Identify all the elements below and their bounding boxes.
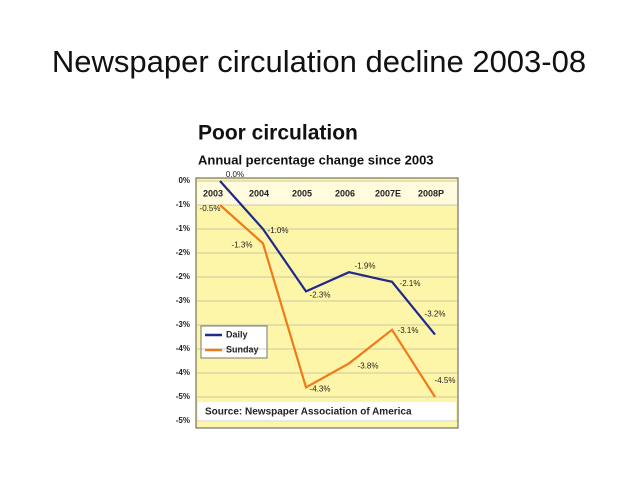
y-tick-label: -1% <box>176 200 190 209</box>
data-label: -3.1% <box>398 326 419 335</box>
legend <box>200 325 268 359</box>
data-label: -2.3% <box>310 291 331 300</box>
data-label: -1.9% <box>355 261 376 270</box>
x-tick-label: 2005 <box>292 188 312 198</box>
chart-subtitle: Annual percentage change since 2003 <box>198 152 434 167</box>
legend-label: Daily <box>226 329 248 339</box>
x-tick-label: 2004 <box>249 188 269 198</box>
legend-label: Sunday <box>226 344 259 354</box>
slide-title: Newspaper circulation decline 2003-08 <box>52 44 586 79</box>
data-label: -2.1% <box>400 279 421 288</box>
data-label: -3.8% <box>358 362 379 371</box>
y-tick-label: -3% <box>176 296 190 305</box>
x-tick-label: 2003 <box>203 188 223 198</box>
chart-title: Poor circulation <box>198 122 358 145</box>
x-tick-label: 2006 <box>335 188 355 198</box>
data-label: -0.5% <box>200 204 221 213</box>
y-tick-label: -1% <box>176 224 190 233</box>
source-note: Source: Newspaper Association of America <box>205 407 412 418</box>
y-tick-label: -3% <box>176 320 190 329</box>
y-tick-label: 0% <box>178 176 190 185</box>
source-box <box>198 402 456 422</box>
y-tick-label: -2% <box>176 248 190 257</box>
series-line <box>219 180 436 336</box>
category-band <box>197 181 457 205</box>
y-tick-label: -5% <box>176 392 190 401</box>
y-tick-label: -2% <box>176 272 190 281</box>
data-label: -1.0% <box>268 226 289 235</box>
x-tick-label: 2008P <box>418 188 444 198</box>
x-tick-label: 2007E <box>375 188 401 198</box>
data-label: -3.2% <box>425 310 446 319</box>
data-label: -1.3% <box>232 241 253 250</box>
y-tick-label: -4% <box>176 344 190 353</box>
data-label: -4.5% <box>435 376 456 385</box>
y-tick-label: -5% <box>176 416 190 425</box>
data-label: 0.0% <box>226 170 244 179</box>
plot-area <box>195 177 459 429</box>
series-line <box>219 204 436 398</box>
data-label: -4.3% <box>310 385 331 394</box>
y-tick-label: -4% <box>176 368 190 377</box>
